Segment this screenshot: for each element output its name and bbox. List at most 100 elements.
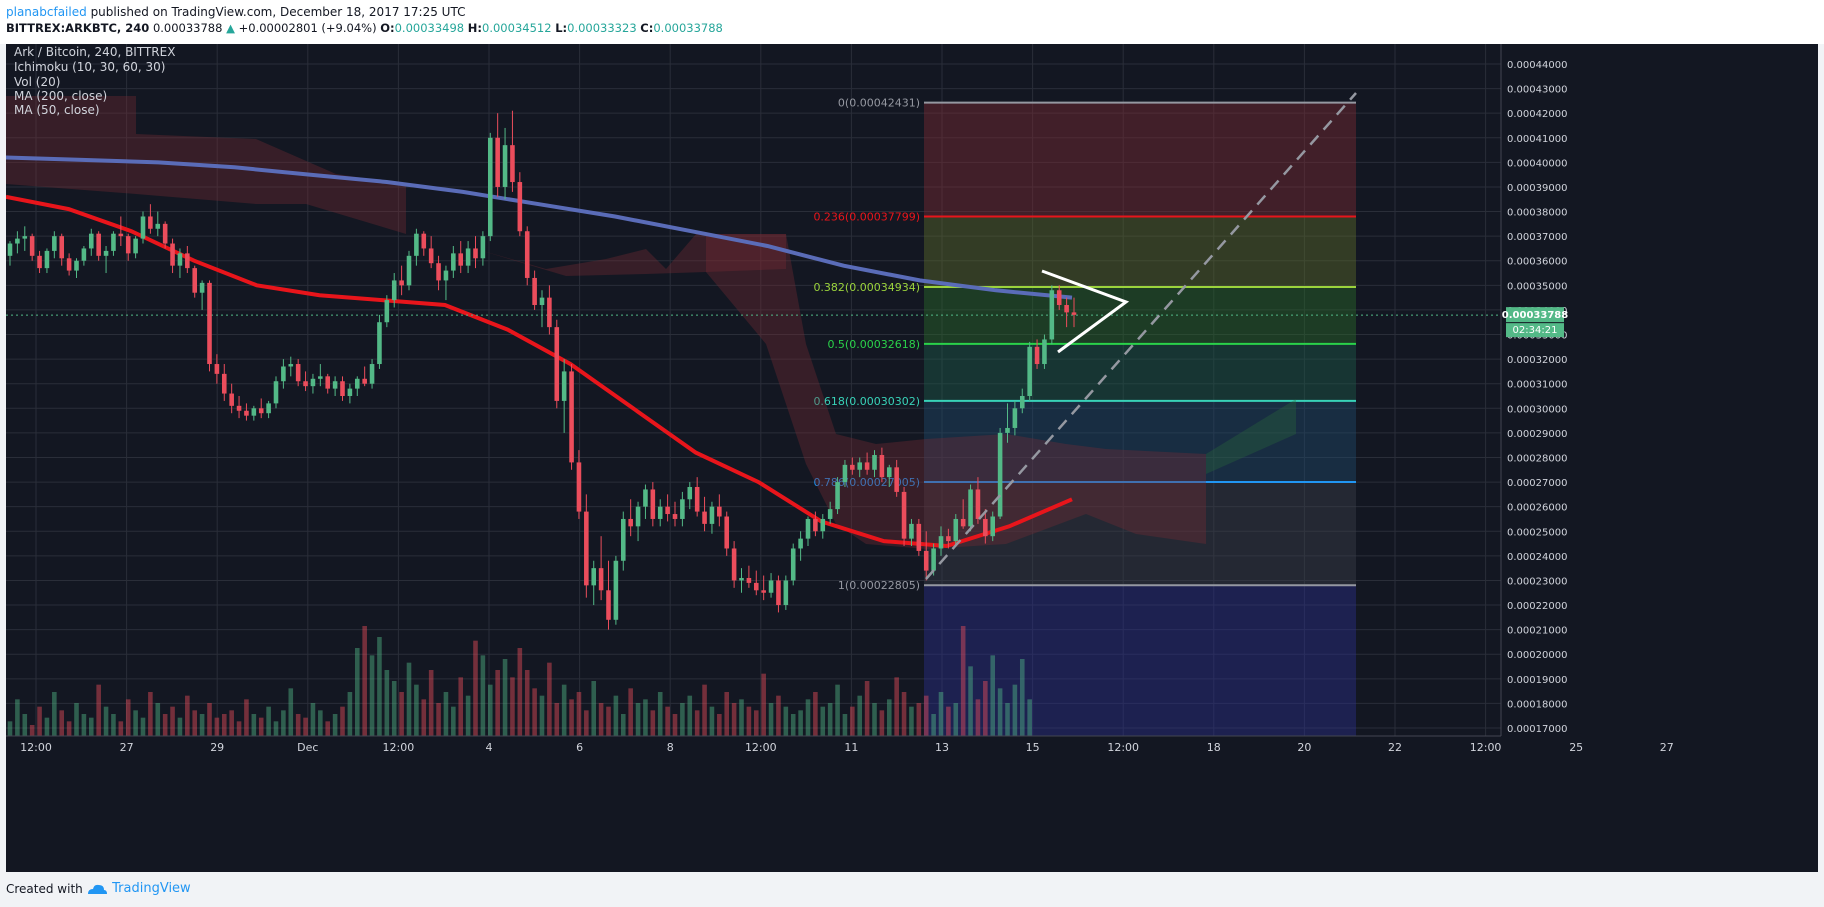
candle-body[interactable] <box>524 231 530 278</box>
candle-body[interactable] <box>783 580 789 606</box>
candle-body[interactable] <box>52 236 57 251</box>
candle-body[interactable] <box>443 270 449 281</box>
candle-body[interactable] <box>1064 305 1069 313</box>
candle-body[interactable] <box>59 236 65 259</box>
candle-body[interactable] <box>680 499 685 519</box>
candle-body[interactable] <box>451 253 456 271</box>
candle-body[interactable] <box>111 233 116 251</box>
candle-body[interactable] <box>140 216 146 239</box>
candle-body[interactable] <box>7 243 13 256</box>
candle-body[interactable] <box>177 253 183 266</box>
candle-body[interactable] <box>746 577 752 583</box>
ma50-line[interactable] <box>5 194 1073 549</box>
candle-body[interactable] <box>74 260 79 271</box>
candle-body[interactable] <box>547 297 552 328</box>
candle-body[interactable] <box>133 238 138 254</box>
legend-ma200[interactable]: MA (200, close) <box>14 89 107 103</box>
candle-body[interactable] <box>739 577 744 581</box>
candle-body[interactable] <box>251 408 257 416</box>
candle-body[interactable] <box>125 236 131 254</box>
candle-body[interactable] <box>340 381 345 396</box>
chart-area[interactable]: 0(0.00042431) 0.236(0.00037799) 0.382(0.00… <box>5 44 1818 872</box>
candle-body[interactable] <box>81 248 87 261</box>
candle-body[interactable] <box>872 455 877 470</box>
candle-body[interactable] <box>643 489 648 507</box>
candle-body[interactable] <box>281 366 286 382</box>
candle-body[interactable] <box>399 280 404 286</box>
candle-body[interactable] <box>1056 290 1062 306</box>
candle-body[interactable] <box>414 233 419 256</box>
legend-volume[interactable]: Vol (20) <box>14 75 60 89</box>
candle-body[interactable] <box>236 405 242 411</box>
candle-body[interactable] <box>428 248 434 264</box>
candle-body[interactable] <box>850 464 855 470</box>
candle-body[interactable] <box>473 248 478 259</box>
candle-body[interactable] <box>724 516 730 549</box>
candle-body[interactable] <box>118 233 124 237</box>
candle-body[interactable] <box>901 491 907 539</box>
candle-body[interactable] <box>584 511 589 586</box>
candle-body[interactable] <box>576 462 582 512</box>
candle-body[interactable] <box>258 408 264 414</box>
candle-body[interactable] <box>229 393 234 406</box>
candle-body[interactable] <box>975 489 981 519</box>
candle-body[interactable] <box>288 364 294 367</box>
candle-body[interactable] <box>702 511 707 524</box>
candle-body[interactable] <box>635 506 641 527</box>
candle-body[interactable] <box>502 145 508 187</box>
candle-body[interactable] <box>946 536 951 542</box>
candle-body[interactable] <box>29 236 35 256</box>
candle-body[interactable] <box>199 282 205 293</box>
candle-body[interactable] <box>879 455 885 478</box>
candle-body[interactable] <box>37 255 42 269</box>
author-link[interactable]: planabcfailed <box>6 5 87 19</box>
candle-body[interactable] <box>66 258 72 271</box>
candle-body[interactable] <box>813 518 818 532</box>
trend-line[interactable] <box>925 92 1357 580</box>
candle-body[interactable] <box>487 137 493 237</box>
candle-body[interactable] <box>864 462 870 470</box>
candle-body[interactable] <box>768 580 774 593</box>
candle-body[interactable] <box>347 388 353 396</box>
candle-body[interactable] <box>761 590 766 593</box>
candle-body[interactable] <box>214 364 220 374</box>
ma200-line[interactable] <box>5 155 1073 300</box>
candle-body[interactable] <box>362 378 367 384</box>
candle-body[interactable] <box>790 548 796 581</box>
candle-body[interactable] <box>569 371 574 463</box>
candle-body[interactable] <box>295 364 301 382</box>
candle-body[interactable] <box>657 506 663 519</box>
candle-body[interactable] <box>1027 346 1032 396</box>
candle-body[interactable] <box>650 489 656 519</box>
candle-body[interactable] <box>465 248 471 266</box>
candle-body[interactable] <box>997 432 1003 517</box>
candle-body[interactable] <box>931 548 936 571</box>
candle-body[interactable] <box>377 322 382 365</box>
candle-body[interactable] <box>1049 290 1055 340</box>
candle-body[interactable] <box>22 236 28 239</box>
candle-body[interactable] <box>148 216 153 229</box>
candle-body[interactable] <box>1042 339 1047 365</box>
candle-body[interactable] <box>221 373 227 394</box>
candle-body[interactable] <box>753 582 759 591</box>
candle-body[interactable] <box>495 137 500 187</box>
legend-ma50[interactable]: MA (50, close) <box>14 103 100 117</box>
candle-body[interactable] <box>687 486 693 500</box>
candle-body[interactable] <box>776 580 781 606</box>
candle-body[interactable] <box>162 223 168 244</box>
candle-body[interactable] <box>185 253 190 269</box>
candle-body[interactable] <box>983 518 988 537</box>
candle-body[interactable] <box>96 233 101 256</box>
candle-body[interactable] <box>909 523 914 539</box>
candle-body[interactable] <box>170 243 175 266</box>
candle-body[interactable] <box>406 255 412 286</box>
triangle-drawing[interactable] <box>1041 269 1130 354</box>
candle-body[interactable] <box>44 250 50 269</box>
candle-body[interactable] <box>805 518 811 539</box>
candle-body[interactable] <box>539 297 545 306</box>
candle-body[interactable] <box>1005 427 1010 433</box>
candle-body[interactable] <box>953 518 959 542</box>
candle-body[interactable] <box>1012 408 1018 428</box>
candle-body[interactable] <box>620 518 626 561</box>
candle-body[interactable] <box>15 238 20 244</box>
